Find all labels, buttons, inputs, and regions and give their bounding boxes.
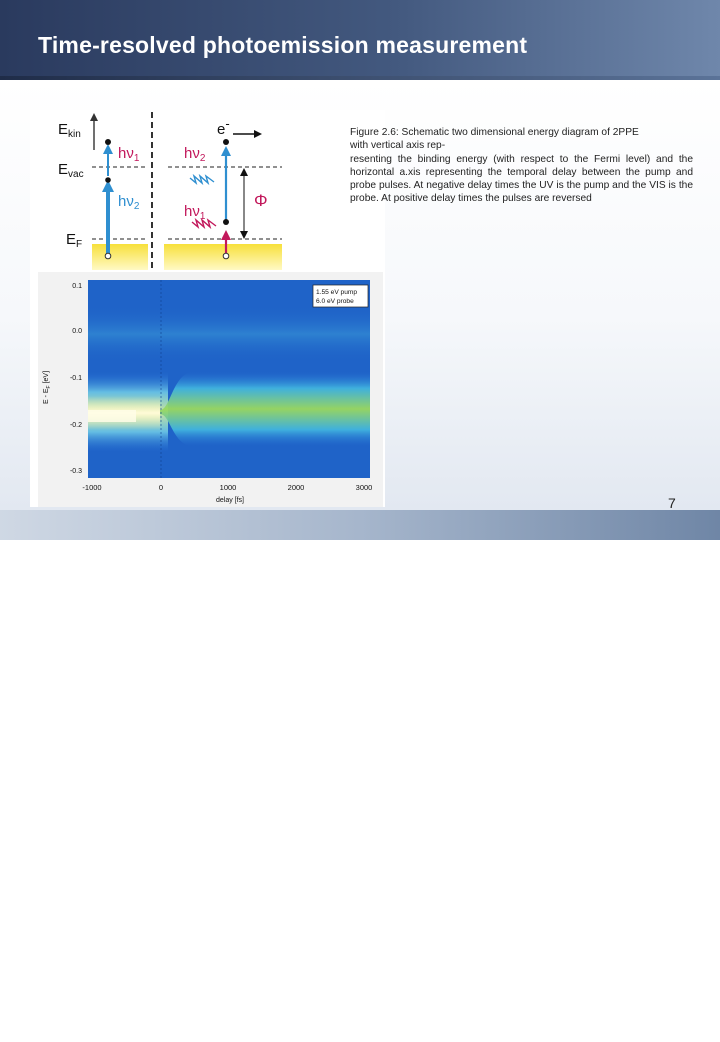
- evac-label: Evac: [58, 161, 84, 180]
- energy-level-diagram: Ekin Evac EF hν1 hν2: [58, 112, 282, 270]
- post-zero-band: [160, 372, 370, 446]
- figure-caption: Figure 2.6: Schematic two dimensional en…: [350, 126, 693, 206]
- work-function-arrow-down: [240, 231, 248, 239]
- caption-line-1: Figure 2.6: Schematic two dimensional en…: [350, 127, 639, 138]
- legend-pump: 1.55 eV pump: [316, 289, 357, 296]
- probe-wave-icon: [189, 173, 215, 186]
- photoelectron-dot-right: [223, 139, 229, 145]
- y-tick-label: -0.2: [70, 422, 82, 429]
- y-tick-label: 0.1: [72, 283, 82, 290]
- work-function-arrow-up: [240, 168, 248, 176]
- probe-arrowhead-right: [221, 146, 231, 156]
- emission-arrowhead: [254, 130, 262, 138]
- peak-intensity-core: [88, 410, 136, 422]
- y-tick-label: 0.0: [72, 328, 82, 335]
- page-number: 7: [668, 495, 676, 511]
- x-tick-label: 2000: [288, 483, 305, 492]
- fppt-logo: fppt.com: [657, 1028, 708, 1042]
- photoelectron-label: e-: [217, 116, 230, 138]
- 2ppe-intensity-map: E - EF [eV] 0.1 0.0 -0.1 -0.2 -0.3 1.55 …: [38, 272, 383, 507]
- photoelectron-dot-left: [105, 139, 111, 145]
- legend-probe: 6.0 eV probe: [316, 298, 354, 305]
- x-tick-label: 0: [159, 483, 163, 492]
- figure-svg: Ekin Evac EF hν1 hν2: [38, 112, 383, 507]
- pump-wave-icon: [191, 217, 217, 230]
- vis-arrowhead: [103, 144, 113, 154]
- hole-right: [222, 252, 230, 260]
- excited-electron-left: [105, 177, 111, 183]
- y-axis-label: E - EF [eV]: [43, 371, 52, 404]
- hv1-left-label: hν1: [118, 145, 140, 164]
- uv-arrowhead: [102, 180, 114, 192]
- caption-line-2: with vertical axis rep-: [350, 140, 446, 152]
- caption-body: resenting the binding energy (with respe…: [350, 153, 693, 205]
- pump-arrowhead-right: [221, 230, 231, 240]
- x-tick-label: 3000: [356, 483, 373, 492]
- x-tick-label: -1000: [82, 483, 101, 492]
- footer-bar: fppt.com: [0, 510, 720, 1042]
- figure-panel: Ekin Evac EF hν1 hν2: [30, 110, 385, 507]
- ef-label: EF: [66, 231, 82, 250]
- hv2-left-label: hν2: [118, 193, 140, 212]
- x-axis-label: delay [fs]: [216, 497, 244, 504]
- left-excitation-pathway: hν1 hν2: [102, 139, 140, 260]
- hv1-right-label: hν1: [184, 203, 206, 222]
- y-tick-label: -0.3: [70, 468, 82, 475]
- plot-legend-box: [312, 284, 369, 308]
- x-tick-label: 1000: [220, 483, 237, 492]
- work-function-label: Φ: [254, 191, 268, 210]
- title-bar: Time-resolved photoemission measurement: [0, 0, 720, 80]
- slide-title: Time-resolved photoemission measurement: [38, 32, 528, 58]
- excited-electron-right: [223, 219, 229, 225]
- y-tick-label: -0.1: [70, 375, 82, 382]
- hole-left: [104, 252, 112, 260]
- energy-axis-arrowhead: [90, 113, 98, 121]
- y-tick-labels: 0.1 0.0 -0.1 -0.2 -0.3: [70, 283, 82, 475]
- hv2-right-label: hν2: [184, 145, 206, 164]
- x-tick-labels: -1000 0 1000 2000 3000: [82, 483, 372, 492]
- upper-signal-band: [88, 306, 370, 362]
- right-excitation-pathway: e- hν2 hν1 Φ: [184, 116, 268, 260]
- ekin-label: Ekin: [58, 121, 81, 140]
- occupied-states-left: [92, 244, 148, 270]
